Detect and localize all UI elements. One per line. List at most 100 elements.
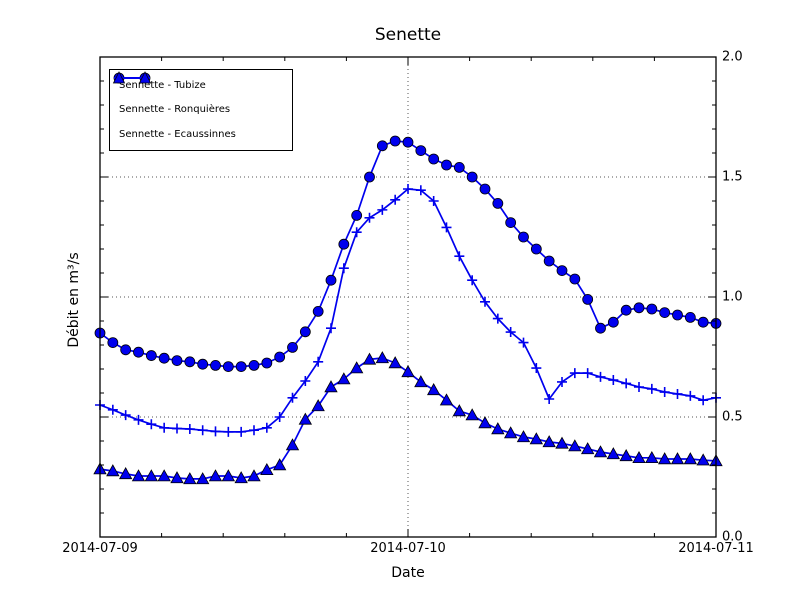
data-point-triangle xyxy=(606,447,621,460)
y-tick-label: 1.0 xyxy=(722,289,743,305)
data-point-plus xyxy=(634,382,644,392)
data-point-triangle xyxy=(285,438,300,451)
data-point-plus xyxy=(698,395,709,406)
legend-item-ronquieres: Sennette - Ronquières xyxy=(114,73,292,121)
data-point-circle xyxy=(492,197,504,209)
data-point-triangle xyxy=(157,469,171,482)
data-point-triangle xyxy=(696,453,710,466)
data-point-triangle xyxy=(298,412,313,425)
data-point-plus xyxy=(595,371,606,382)
data-point-triangle xyxy=(144,469,159,482)
data-point-plus xyxy=(274,412,285,422)
data-point-triangle xyxy=(247,469,261,482)
data-point-plus xyxy=(313,356,324,367)
data-point-plus xyxy=(403,184,413,194)
data-point-plus xyxy=(172,423,182,434)
data-point-circle xyxy=(684,311,696,323)
data-point-plus xyxy=(621,378,632,389)
data-point-circle xyxy=(428,153,440,165)
data-point-plus xyxy=(300,376,311,386)
data-point-plus xyxy=(107,404,118,415)
data-point-triangle xyxy=(324,380,338,393)
data-point-circle xyxy=(620,304,632,316)
data-point-plus xyxy=(364,212,375,223)
data-point-circle xyxy=(582,293,594,305)
data-point-circle xyxy=(646,303,658,315)
data-point-circle xyxy=(299,326,311,338)
data-point-plus xyxy=(377,204,388,215)
data-point-plus xyxy=(261,422,272,433)
data-point-plus xyxy=(685,390,696,401)
data-point-triangle xyxy=(401,365,415,378)
data-point-circle xyxy=(453,161,465,173)
data-point-circle xyxy=(145,350,157,361)
data-point-triangle xyxy=(260,462,274,475)
data-point-triangle xyxy=(118,467,133,480)
data-point-circle xyxy=(672,309,683,321)
legend-item-ecaussinnes: Sennette - Ecaussinnes xyxy=(112,71,292,146)
data-point-plus xyxy=(557,376,567,387)
data-point-circle xyxy=(235,361,247,373)
data-point-triangle xyxy=(362,352,377,365)
data-point-circle xyxy=(569,273,581,285)
data-point-plus xyxy=(210,426,221,437)
data-point-triangle xyxy=(195,472,210,485)
data-point-plus xyxy=(531,363,542,374)
data-point-circle xyxy=(107,337,119,349)
data-point-circle xyxy=(595,322,606,334)
data-point-circle xyxy=(197,358,209,370)
data-point-plus xyxy=(159,422,170,433)
data-point-circle xyxy=(287,341,298,353)
data-point-circle xyxy=(479,183,491,195)
data-point-triangle xyxy=(388,356,402,369)
data-point-circle xyxy=(312,305,324,317)
data-point-circle xyxy=(364,171,375,183)
data-point-triangle xyxy=(439,393,454,406)
data-point-circle xyxy=(402,136,414,148)
data-point-circle xyxy=(633,302,645,314)
data-point-plus xyxy=(390,194,401,205)
chart-title: Senette xyxy=(374,25,442,45)
y-tick-label: 1.5 xyxy=(722,169,743,185)
x-tick-label: 2014-07-11 xyxy=(678,541,754,556)
y-tick-label: 0.5 xyxy=(722,409,743,425)
data-point-triangle xyxy=(568,439,582,452)
data-point-plus xyxy=(351,227,362,238)
data-point-triangle xyxy=(465,408,479,421)
data-point-circle xyxy=(274,351,286,363)
data-point-circle xyxy=(184,356,196,368)
data-point-circle xyxy=(659,307,671,319)
data-point-circle xyxy=(171,355,183,367)
data-point-triangle xyxy=(645,450,659,463)
data-point-triangle xyxy=(106,464,120,477)
data-point-plus xyxy=(338,263,349,274)
data-point-triangle xyxy=(593,445,608,458)
data-point-circle xyxy=(222,361,234,373)
data-point-plus xyxy=(133,414,144,425)
data-point-plus xyxy=(467,275,478,286)
legend-label-ecaussinnes: Sennette - Ecaussinnes xyxy=(119,129,236,141)
data-point-plus xyxy=(480,296,490,307)
data-point-plus xyxy=(428,196,439,206)
data-point-triangle xyxy=(272,458,287,471)
y-tick-label: 2.0 xyxy=(722,49,743,65)
data-point-triangle xyxy=(131,469,146,482)
data-point-circle xyxy=(441,159,452,171)
data-point-triangle xyxy=(542,435,556,448)
data-point-circle xyxy=(158,352,170,364)
data-point-triangle xyxy=(657,452,672,465)
data-point-triangle xyxy=(414,375,428,388)
data-point-plus xyxy=(672,388,683,399)
data-point-triangle xyxy=(491,422,505,435)
data-point-plus xyxy=(249,425,259,436)
data-point-circle xyxy=(248,359,260,371)
data-point-plus xyxy=(505,327,516,338)
data-point-triangle xyxy=(516,430,531,443)
triangle-marker-icon xyxy=(112,71,152,84)
data-point-circle xyxy=(133,346,144,358)
data-point-circle xyxy=(325,274,337,286)
data-point-circle xyxy=(338,238,350,250)
data-point-circle xyxy=(518,231,529,243)
data-point-plus xyxy=(518,337,529,348)
